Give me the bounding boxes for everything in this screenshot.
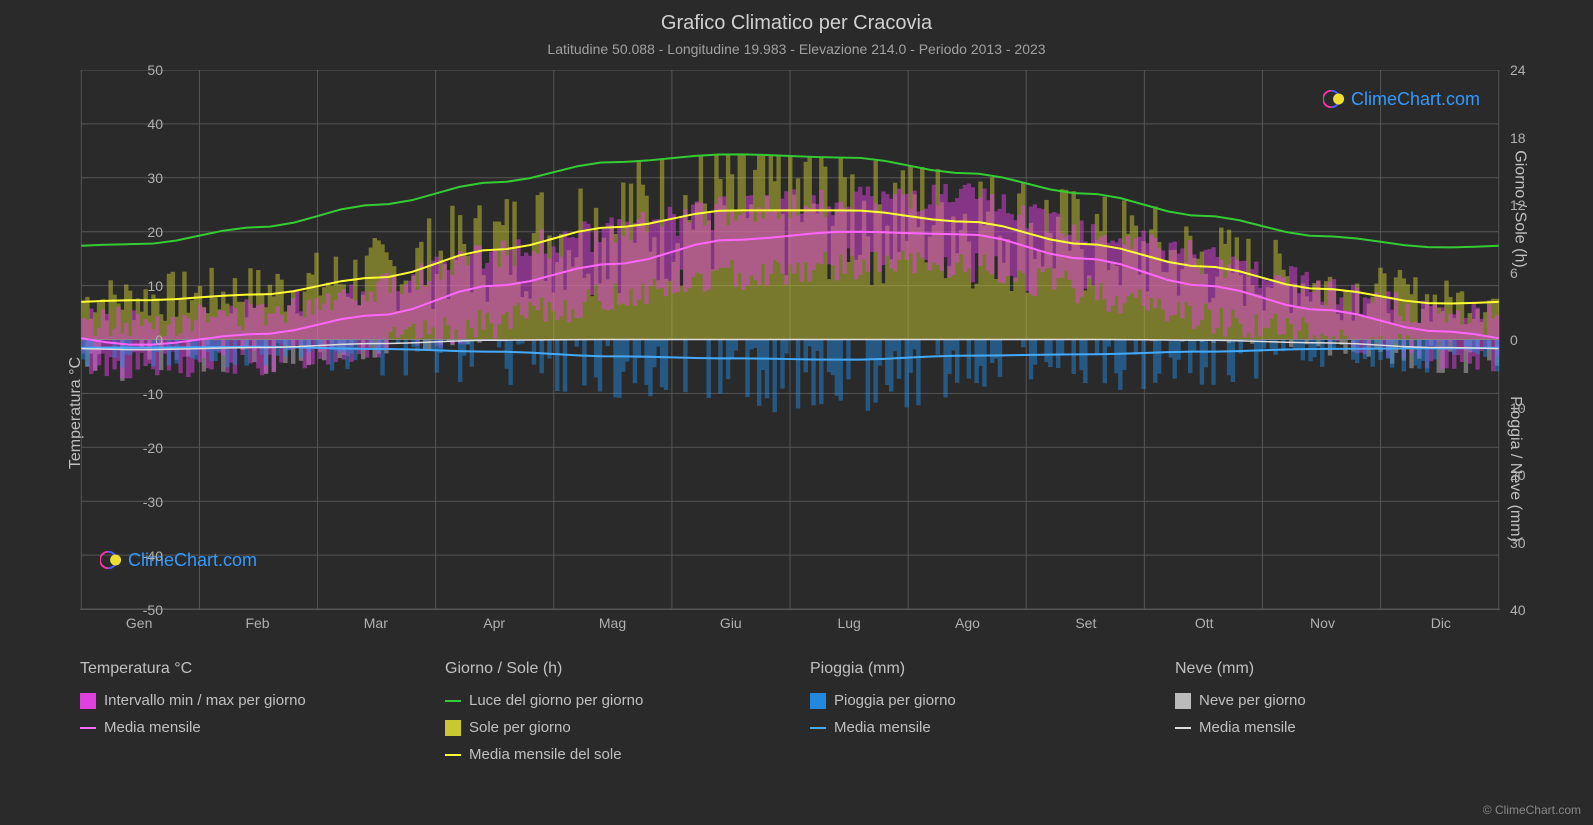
temp-tick: 20: [147, 224, 163, 240]
legend-item: Media mensile: [80, 719, 405, 736]
precip-tick: 10: [1510, 400, 1526, 416]
month-tick: Giu: [720, 615, 742, 631]
temp-tick: -30: [143, 494, 163, 510]
legend-swatch: [80, 693, 96, 709]
temp-tick: 10: [147, 278, 163, 294]
legend-group-title: Giorno / Sole (h): [445, 660, 770, 678]
hours-tick: 0: [1510, 332, 1518, 348]
month-tick: Mag: [599, 615, 626, 631]
legend-item: Intervallo min / max per giorno: [80, 692, 405, 709]
legend-group: Neve (mm) Neve per giorno Media mensile: [1175, 660, 1500, 773]
legend-group: Pioggia (mm) Pioggia per giorno Media mens…: [810, 660, 1135, 773]
temp-tick: -40: [143, 548, 163, 564]
legend-swatch: [1175, 693, 1191, 709]
month-tick: Ago: [955, 615, 980, 631]
legend: Temperatura °C Intervallo min / max per g…: [80, 660, 1500, 773]
chart-svg: [80, 70, 1500, 609]
legend-item: Pioggia per giorno: [810, 692, 1135, 709]
legend-item-label: Neve per giorno: [1199, 692, 1306, 709]
hours-tick: 18: [1510, 130, 1526, 146]
precip-tick: 40: [1510, 602, 1526, 618]
hours-tick: 6: [1510, 265, 1518, 281]
climechart-logo-icon: [1323, 88, 1345, 110]
legend-group-title: Pioggia (mm): [810, 660, 1135, 678]
legend-item: Neve per giorno: [1175, 692, 1500, 709]
legend-swatch: [1175, 727, 1191, 729]
legend-item-label: Media mensile: [1199, 719, 1296, 736]
temp-tick: 30: [147, 170, 163, 186]
month-tick: Lug: [837, 615, 860, 631]
month-tick: Gen: [126, 615, 152, 631]
climate-chart-container: Grafico Climatico per Cracovia Latitudin…: [0, 0, 1593, 825]
legend-item: Media mensile: [1175, 719, 1500, 736]
precip-tick: 20: [1510, 467, 1526, 483]
legend-swatch: [80, 727, 96, 729]
legend-swatch: [445, 754, 461, 756]
watermark-top: ClimeChart.com: [1323, 88, 1480, 110]
legend-group: Temperatura °C Intervallo min / max per g…: [80, 660, 405, 773]
temp-tick: 50: [147, 62, 163, 78]
legend-item-label: Luce del giorno per giorno: [469, 692, 643, 709]
month-tick: Ott: [1195, 615, 1214, 631]
legend-item-label: Media mensile: [834, 719, 931, 736]
copyright-text: © ClimeChart.com: [1483, 803, 1581, 817]
legend-item: Media mensile del sole: [445, 746, 770, 763]
legend-group-title: Temperatura °C: [80, 660, 405, 678]
legend-group-title: Neve (mm): [1175, 660, 1500, 678]
month-tick: Nov: [1310, 615, 1335, 631]
legend-group: Giorno / Sole (h) Luce del giorno per gio…: [445, 660, 770, 773]
month-tick: Mar: [364, 615, 388, 631]
chart-title: Grafico Climatico per Cracovia: [0, 0, 1593, 35]
legend-item: Sole per giorno: [445, 719, 770, 736]
month-tick: Set: [1075, 615, 1096, 631]
precip-tick: 30: [1510, 535, 1526, 551]
legend-item: Luce del giorno per giorno: [445, 692, 770, 709]
legend-item-label: Media mensile: [104, 719, 201, 736]
legend-swatch: [810, 693, 826, 709]
month-tick: Apr: [483, 615, 505, 631]
legend-item-label: Sole per giorno: [469, 719, 571, 736]
chart-subtitle: Latitudine 50.088 - Longitudine 19.983 -…: [0, 35, 1593, 57]
climechart-logo-icon: [100, 549, 122, 571]
legend-swatch: [445, 720, 461, 736]
watermark-text: ClimeChart.com: [1351, 89, 1480, 110]
legend-item-label: Pioggia per giorno: [834, 692, 956, 709]
temp-tick: -10: [143, 386, 163, 402]
chart-plot-area: ClimeChart.com ClimeChart.com: [80, 70, 1500, 610]
month-tick: Feb: [245, 615, 269, 631]
hours-tick: 24: [1510, 62, 1526, 78]
legend-swatch: [445, 700, 461, 702]
legend-item-label: Intervallo min / max per giorno: [104, 692, 306, 709]
legend-item-label: Media mensile del sole: [469, 746, 622, 763]
watermark-bottom: ClimeChart.com: [100, 549, 257, 571]
temp-tick: 0: [155, 332, 163, 348]
legend-swatch: [810, 727, 826, 729]
temp-tick: -20: [143, 440, 163, 456]
legend-item: Media mensile: [810, 719, 1135, 736]
month-tick: Dic: [1431, 615, 1451, 631]
hours-tick: 12: [1510, 197, 1526, 213]
temp-tick: 40: [147, 116, 163, 132]
